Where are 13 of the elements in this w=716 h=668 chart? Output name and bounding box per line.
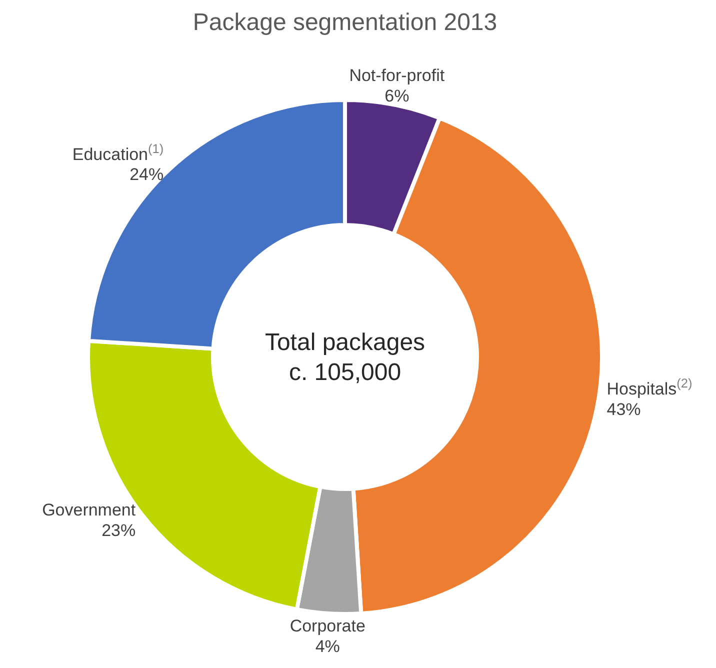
data-label: 4% [315, 636, 340, 656]
chart-title: Package segmentation 2013 [192, 9, 498, 36]
data-label: 43% [606, 400, 641, 419]
data-label: 24% [130, 165, 164, 184]
text: c. 105,000 [288, 359, 402, 386]
slice-label: Hospitals$^{(2)}$ [606, 374, 692, 398]
data-label: 23% [102, 520, 136, 540]
slice-label: Government [42, 500, 136, 520]
text: Total packages [264, 329, 426, 356]
slice-label: Corporate [290, 616, 366, 636]
slice-label: Not-for-profit [349, 66, 445, 85]
data-label: 6% [384, 86, 410, 106]
slice-label: Education$^{(1)}$ [72, 140, 164, 164]
